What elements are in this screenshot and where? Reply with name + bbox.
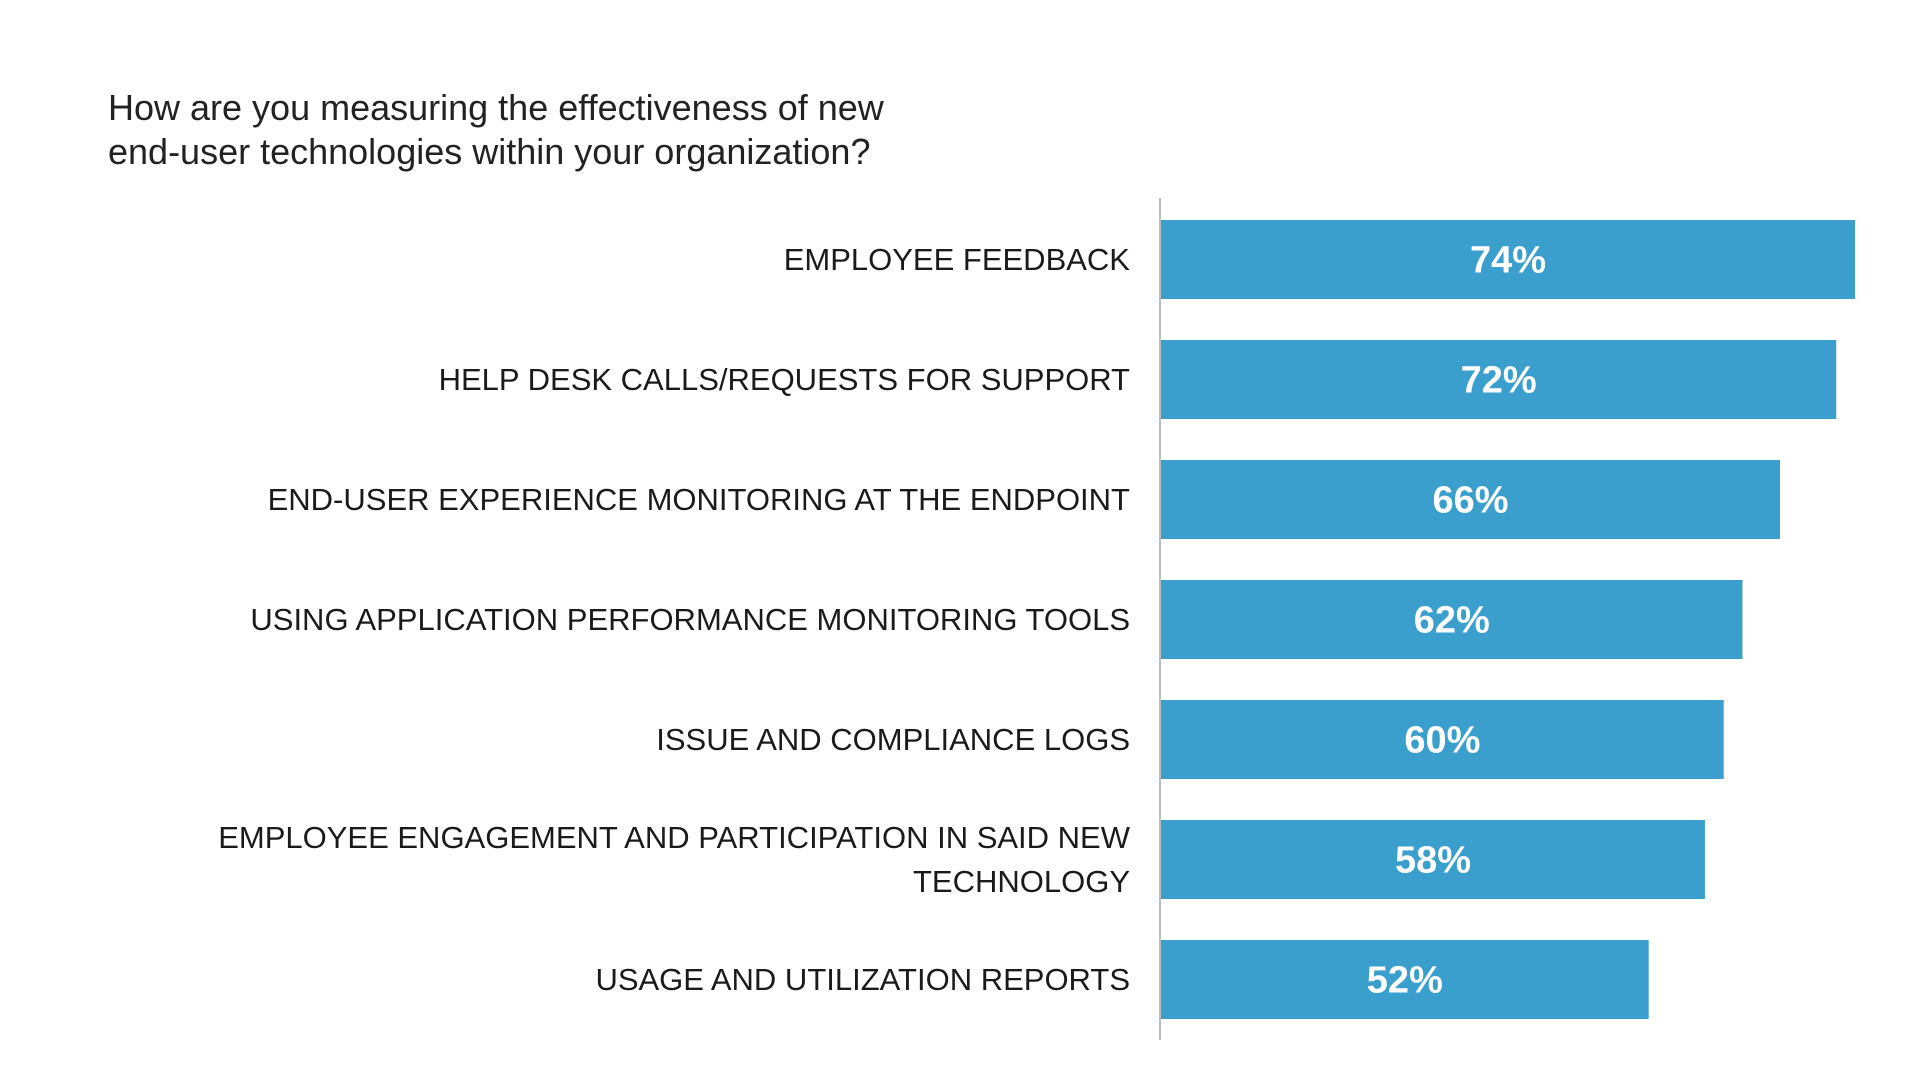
category-label: EMPLOYEE ENGAGEMENT AND PARTICIPATION IN… — [218, 819, 1130, 899]
bar — [1161, 580, 1743, 659]
bar — [1161, 220, 1855, 299]
category-label: HELP DESK CALLS/REQUESTS FOR SUPPORT — [438, 361, 1130, 397]
category-label: USING APPLICATION PERFORMANCE MONITORING… — [250, 601, 1130, 637]
bar — [1161, 700, 1724, 779]
bars-group: 74% 72% 66% 62% 60% 58% 52% — [1161, 220, 1855, 1019]
chart-title-line-1: How are you measuring the effectiveness … — [108, 87, 884, 128]
category-label: USAGE AND UTILIZATION REPORTS — [595, 961, 1130, 997]
bar-value-label: 58% — [1395, 840, 1471, 882]
bar-value-label: 72% — [1461, 360, 1537, 402]
category-label: EMPLOYEE FEEDBACK — [783, 241, 1130, 277]
bar — [1161, 460, 1780, 539]
category-label: END-USER EXPERIENCE MONITORING AT THE EN… — [267, 481, 1130, 517]
bar-value-label: 52% — [1367, 960, 1443, 1002]
bar-value-label: 60% — [1404, 720, 1480, 762]
category-label: ISSUE AND COMPLIANCE LOGS — [656, 721, 1130, 757]
bar — [1161, 940, 1649, 1019]
bar-value-label: 74% — [1470, 240, 1546, 282]
bar — [1161, 340, 1837, 419]
bar-value-label: 66% — [1432, 480, 1508, 522]
bar — [1161, 820, 1705, 899]
chart-title: How are you measuring the effectiveness … — [108, 86, 1008, 174]
bar-value-label: 62% — [1414, 600, 1490, 642]
chart-title-line-2: end-user technologies within your organi… — [108, 131, 871, 172]
